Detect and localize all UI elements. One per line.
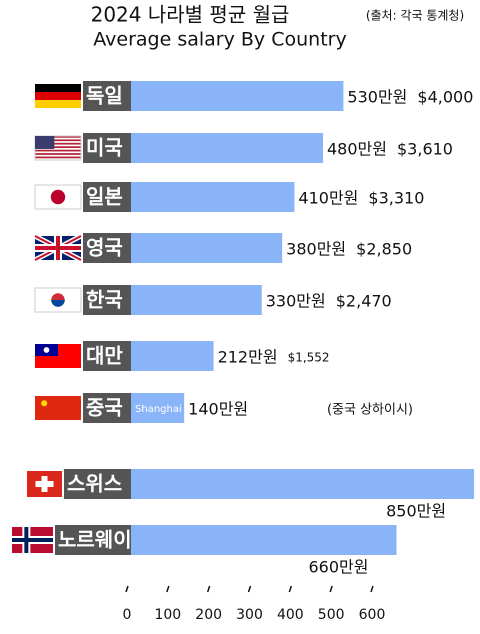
bar-annotation: Shanghai [135, 404, 182, 415]
category-box [83, 393, 131, 423]
flag [35, 156, 81, 159]
chart-subtitle: Average salary By Country [93, 29, 346, 51]
flag [35, 396, 81, 420]
category-label: 일본 [86, 185, 123, 209]
category-label: 노르웨이 [58, 528, 132, 552]
flag [50, 189, 66, 205]
category-box [83, 81, 131, 111]
flag [51, 300, 65, 307]
value-label: 410만원 [298, 189, 358, 208]
value-label: 212만원 [218, 348, 278, 367]
usd-label: $3,610 [397, 140, 453, 159]
value-label: 660만원 [309, 558, 369, 577]
flag [35, 92, 81, 100]
category-label: 미국 [86, 136, 123, 160]
bar [127, 469, 475, 499]
category-label: 중국 [86, 396, 123, 420]
category-label: 영국 [86, 236, 123, 260]
x-tick-label: 100 [154, 607, 181, 623]
bar [127, 393, 185, 423]
category-label: 한국 [86, 288, 123, 312]
flag [35, 142, 81, 145]
flag [35, 100, 81, 108]
bar [127, 81, 344, 111]
tick-mark [125, 585, 129, 593]
flag [35, 84, 81, 92]
value-label: 480만원 [327, 140, 387, 159]
flag [43, 347, 50, 353]
annotation: (중국 상하이시) [327, 403, 413, 418]
tick-mark [329, 585, 333, 593]
category-box [83, 233, 131, 263]
tick-mark [370, 585, 374, 593]
tick-mark [206, 585, 211, 593]
flag [12, 527, 53, 553]
bar [127, 525, 397, 555]
x-tick-label: 400 [277, 607, 304, 623]
tick-mark [166, 585, 170, 593]
usd-label: $2,850 [356, 240, 412, 259]
value-label: 330만원 [266, 292, 326, 311]
category-label: 대만 [86, 344, 123, 368]
x-tick-label: 0 [123, 607, 132, 623]
flag [35, 139, 81, 142]
flag [35, 476, 54, 492]
value-label: 530만원 [347, 88, 407, 107]
flag [35, 153, 81, 155]
bar [127, 133, 323, 163]
value-label: 380만원 [286, 240, 346, 259]
category-box [64, 469, 131, 499]
x-tick-label: 300 [236, 607, 263, 623]
bar [127, 182, 295, 212]
x-tick-label: 200 [195, 607, 222, 623]
value-label: 850만원 [386, 502, 446, 521]
category-label: 독일 [86, 84, 123, 108]
source-note: (출처: 각국 통계청) [366, 9, 464, 23]
bar [127, 233, 283, 263]
bar [127, 285, 262, 315]
category-box [83, 341, 131, 371]
flag [35, 236, 81, 260]
tick-mark [288, 585, 293, 593]
flag [35, 136, 81, 138]
x-tick-label: 600 [359, 607, 386, 623]
chart-title: 2024 나라별 평균 월급 [91, 3, 290, 27]
category-label: 스위스 [67, 472, 122, 496]
usd-label: $2,470 [336, 292, 392, 311]
category-box [55, 525, 131, 555]
category-box [83, 182, 131, 212]
flag [41, 400, 48, 407]
bar [127, 341, 214, 371]
usd-label: $3,310 [368, 189, 424, 208]
usd-label: $4,000 [417, 88, 473, 107]
flag [35, 136, 55, 149]
usd-label: $1,552 [288, 351, 330, 365]
flag [35, 146, 81, 148]
category-box [83, 285, 131, 315]
x-tick-label: 500 [318, 607, 345, 623]
value-label: 140만원 [188, 400, 248, 419]
tick-mark [247, 585, 252, 593]
category-box [83, 133, 131, 163]
flag [35, 149, 81, 152]
